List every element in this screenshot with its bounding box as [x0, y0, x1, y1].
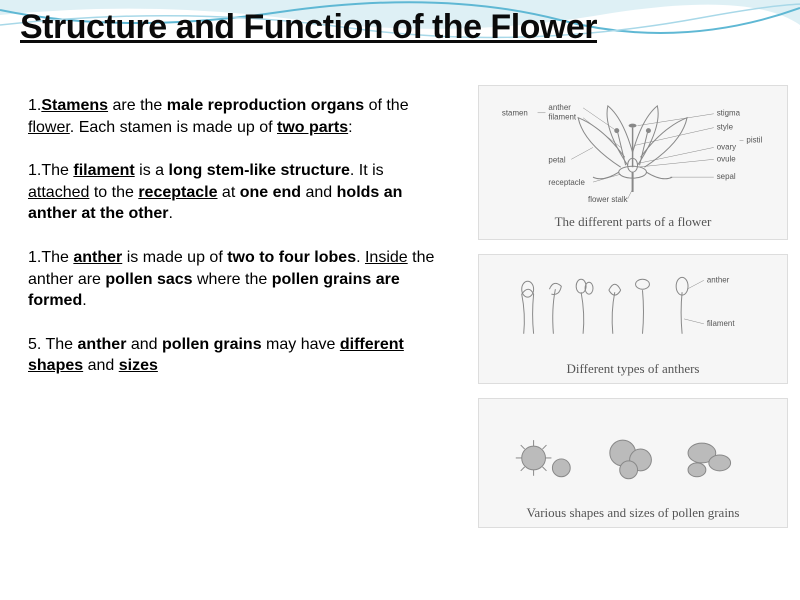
list-number: 1. [28, 249, 41, 266]
text: : [348, 119, 352, 136]
paragraph-4: 5. The anther and pollen grains may have… [28, 334, 448, 377]
text: and [301, 184, 337, 201]
text: The [41, 249, 73, 266]
flower-diagram-icon: stamen anther filament petal receptacle … [494, 95, 771, 210]
text-bold: pollen sacs [105, 271, 192, 288]
anthers-diagram-icon: anther filament [494, 261, 771, 357]
text: are the [108, 97, 167, 114]
text: to the [89, 184, 138, 201]
text: . [168, 205, 172, 222]
label-receptacle: receptacle [549, 178, 586, 187]
body-text: 1.Stamens are the male reproduction orga… [28, 95, 448, 377]
figure-anther-types: anther filament Different types o [478, 254, 788, 384]
text: is a [135, 162, 169, 179]
text-bold-underline: Stamens [41, 97, 108, 114]
text: . [82, 292, 86, 309]
text: at [217, 184, 239, 201]
label-petal: petal [549, 155, 566, 164]
text-bold-underline: anther [73, 249, 122, 266]
text: where the [193, 271, 272, 288]
figure-caption: The different parts of a flower [555, 214, 712, 230]
text-bold: pollen grains [162, 336, 262, 353]
text: is made up of [122, 249, 227, 266]
text: . [356, 249, 365, 266]
label-filament: filament [549, 113, 577, 122]
text-underline: attached [28, 184, 89, 201]
text-bold-underline: two parts [277, 119, 348, 136]
label-ovule: ovule [717, 154, 737, 163]
figure-flower-parts: stamen anther filament petal receptacle … [478, 85, 788, 240]
label-ovary: ovary [717, 143, 736, 152]
text: may have [262, 336, 340, 353]
label-pistil: pistil [747, 136, 763, 145]
label-sepal: sepal [717, 172, 736, 181]
text-underline: Inside [365, 249, 408, 266]
paragraph-2: 1.The filament is a long stem-like struc… [28, 160, 448, 225]
list-number: 1. [28, 97, 41, 114]
text-bold: two to four lobes [227, 249, 356, 266]
label-anther: anther [549, 103, 572, 112]
paragraph-1: 1.Stamens are the male reproduction orga… [28, 95, 448, 138]
paragraph-3: 1.The anther is made up of two to four l… [28, 247, 448, 312]
label-stigma: stigma [717, 109, 741, 118]
figure-caption: Different types of anthers [567, 361, 700, 377]
text: of the [364, 97, 408, 114]
list-number: 1. [28, 162, 41, 179]
text: The [46, 336, 78, 353]
text: and [126, 336, 162, 353]
text-bold-underline: filament [73, 162, 134, 179]
figures-column: stamen anther filament petal receptacle … [478, 85, 788, 542]
text-bold: long stem-like structure [169, 162, 350, 179]
label-filament: filament [707, 319, 735, 328]
pollen-diagram-icon [494, 405, 771, 501]
list-number: 5. [28, 336, 46, 353]
text-bold: male reproduction organs [167, 97, 364, 114]
text: . Each stamen is made up of [70, 119, 277, 136]
figure-caption: Various shapes and sizes of pollen grain… [526, 505, 739, 521]
label-anther: anther [707, 275, 730, 284]
text: The [41, 162, 73, 179]
text-bold-underline: sizes [119, 357, 158, 374]
figure-pollen-grains: Various shapes and sizes of pollen grain… [478, 398, 788, 528]
text: . It is [350, 162, 384, 179]
label-style: style [717, 123, 734, 132]
text-bold: one end [240, 184, 301, 201]
text: and [83, 357, 119, 374]
label-flower-stalk: flower stalk [588, 195, 628, 204]
label-stamen: stamen [502, 109, 528, 118]
text-bold: anther [78, 336, 127, 353]
text-underline: flower [28, 119, 70, 136]
text-bold-underline: receptacle [138, 184, 217, 201]
page-title: Structure and Function of the Flower [20, 8, 780, 47]
